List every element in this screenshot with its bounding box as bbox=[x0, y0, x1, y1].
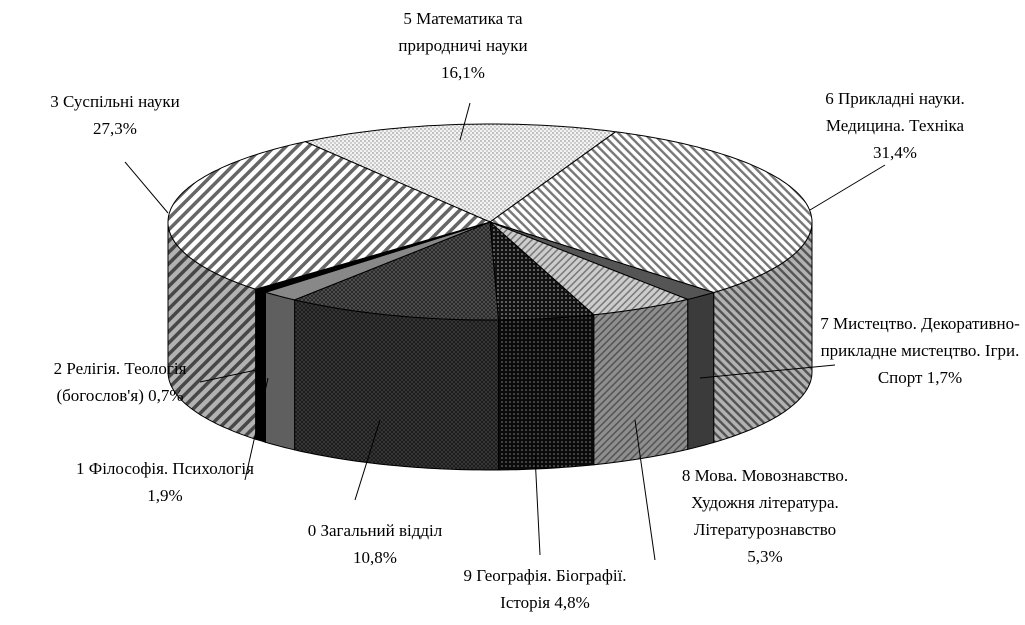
wall-shade bbox=[168, 222, 256, 440]
slice-top bbox=[292, 221, 500, 321]
slice-name: 6 Прикладні науки. Медицина. Техніка bbox=[825, 89, 965, 135]
wall-shade bbox=[593, 299, 688, 465]
leader-line bbox=[124, 161, 169, 214]
slice-percent: 4,8% bbox=[554, 593, 590, 612]
slice-label: 2 Релігія. Теологія (богослов'я) 0,7% bbox=[20, 355, 220, 409]
slice-percent: 1,7% bbox=[926, 368, 963, 387]
slice-percent: 0,7% bbox=[148, 386, 184, 405]
slice-name: 1 Філософія. Психологія bbox=[76, 459, 254, 478]
leader-line bbox=[199, 369, 257, 383]
slice-top bbox=[303, 123, 617, 223]
slice-label: 0 Загальний відділ 10,8% bbox=[285, 517, 465, 571]
slice-name: 2 Релігія. Теологія (богослов'я) bbox=[53, 359, 187, 405]
slice-percent: 31,4% bbox=[873, 143, 917, 162]
pie-tops bbox=[167, 123, 813, 321]
wall-shade bbox=[687, 292, 714, 450]
slice-label: 9 Географія. Біографії. Історія 4,8% bbox=[445, 562, 645, 616]
slice-name: 5 Математика та природничі науки bbox=[398, 9, 528, 55]
slice-name: 0 Загальний відділ bbox=[307, 521, 443, 540]
slice-top bbox=[489, 221, 716, 300]
slice-top bbox=[263, 221, 491, 301]
slice-label: 1 Філософія. Психологія 1,9% bbox=[75, 455, 255, 509]
leader-lines bbox=[124, 102, 886, 561]
slice-percent: 5,3% bbox=[747, 547, 783, 566]
slice-name: 7 Мистецтво. Декоративно-прикладне мисте… bbox=[820, 314, 1020, 387]
slice-percent: 1,9% bbox=[147, 486, 183, 505]
wall-shade bbox=[294, 299, 499, 470]
slice-label: 3 Суспільні науки 27,3% bbox=[15, 88, 215, 142]
slice-name: 8 Мова. Мовознавство. Художня література… bbox=[681, 466, 849, 539]
wall-shade bbox=[498, 314, 594, 470]
slice-name: 3 Суспільні науки bbox=[50, 92, 180, 111]
slice-percent: 27,3% bbox=[93, 119, 137, 138]
slice-label: 6 Прикладні науки. Медицина. Техніка 31,… bbox=[790, 85, 1000, 166]
wall-shade bbox=[265, 292, 295, 450]
wall-shade bbox=[255, 289, 266, 443]
leader-line bbox=[534, 454, 541, 556]
slice-top bbox=[489, 221, 690, 316]
slice-top bbox=[167, 141, 492, 290]
slice-top bbox=[488, 131, 813, 294]
leader-line bbox=[244, 377, 269, 481]
slice-percent: 10,8% bbox=[353, 548, 397, 567]
slice-label: 8 Мова. Мовознавство. Художня література… bbox=[650, 462, 880, 570]
leader-line bbox=[809, 164, 886, 211]
leader-line bbox=[459, 102, 471, 141]
slice-label: 7 Мистецтво. Декоративно-прикладне мисте… bbox=[815, 310, 1025, 391]
pie-walls bbox=[167, 221, 813, 471]
leader-line bbox=[699, 364, 836, 379]
slice-percent: 16,1% bbox=[441, 63, 485, 82]
leader-line bbox=[354, 419, 381, 501]
slice-label: 5 Математика та природничі науки 16,1% bbox=[373, 5, 553, 86]
slice-name: 9 Географія. Біографії. Історія bbox=[463, 566, 627, 612]
slice-top bbox=[489, 220, 595, 321]
wall-shade bbox=[713, 222, 812, 443]
leader-line bbox=[634, 419, 656, 561]
